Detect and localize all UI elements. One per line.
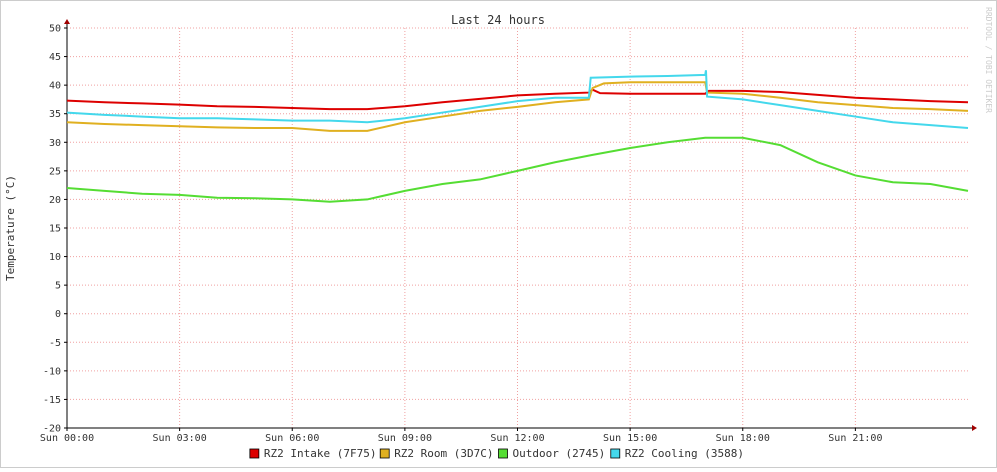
- watermark: RRDTOOL / TOBI OETIKER: [984, 7, 993, 113]
- y-tick-label: -5: [49, 338, 61, 349]
- y-tick-label: 20: [49, 195, 61, 206]
- legend-swatch: [249, 448, 260, 459]
- y-tick-label: 10: [49, 252, 61, 263]
- x-tick-label: Sun 03:00: [153, 433, 207, 444]
- x-tick-label: Sun 09:00: [378, 433, 432, 444]
- series-line: [66, 81, 969, 132]
- x-tick-label: Sun 06:00: [265, 433, 319, 444]
- legend-swatch: [610, 448, 621, 459]
- x-tick-label: Sun 18:00: [716, 433, 770, 444]
- x-tick-label: Sun 15:00: [603, 433, 657, 444]
- chart-title: Last 24 hours: [451, 13, 545, 27]
- legend-swatch: [379, 448, 390, 459]
- y-tick-label: 30: [49, 138, 61, 149]
- y-tick-label: 15: [49, 224, 61, 235]
- legend-swatch: [498, 448, 508, 459]
- series-line: [66, 88, 969, 111]
- legend-label: RZ2 Intake (7F75): [264, 447, 377, 460]
- y-tick-label: 25: [49, 166, 61, 177]
- x-tick-label: Sun 12:00: [490, 433, 544, 444]
- y-axis-arrow: [64, 19, 70, 24]
- series-line: [66, 136, 969, 203]
- y-tick-label: 5: [55, 281, 61, 292]
- y-tick-label: 40: [49, 81, 61, 92]
- y-tick-label: 0: [55, 309, 61, 320]
- series-line: [66, 70, 969, 129]
- y-tick-label: -20: [43, 424, 61, 435]
- x-tick-label: Sun 21:00: [828, 433, 882, 444]
- legend-label: RZ2 Room (3D7C): [394, 447, 493, 460]
- legend-label: Outdoor (2745): [513, 447, 606, 460]
- y-tick-label: 50: [49, 24, 61, 35]
- y-axis-label: Temperature (°C): [4, 175, 17, 281]
- y-tick-label: 45: [49, 52, 61, 63]
- legend-label: RZ2 Cooling (3588): [625, 447, 744, 460]
- y-tick-label: -10: [43, 366, 61, 377]
- x-tick-label: Sun 00:00: [40, 433, 94, 444]
- y-tick-label: 35: [49, 109, 61, 120]
- y-tick-label: -15: [43, 395, 61, 406]
- x-axis-arrow: [972, 425, 977, 431]
